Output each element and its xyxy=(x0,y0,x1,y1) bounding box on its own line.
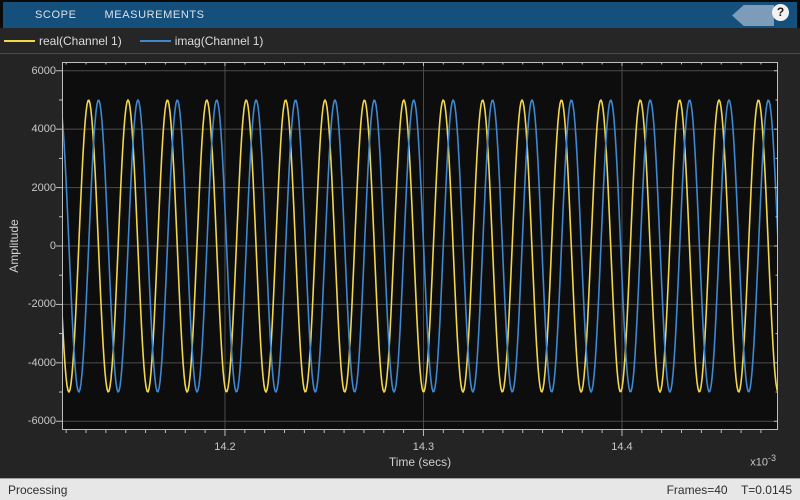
y-tick-label: -2000 xyxy=(0,297,56,311)
status-bar: Processing Frames=40 T=0.0145 xyxy=(0,478,800,500)
legend-label-real: real(Channel 1) xyxy=(39,34,122,48)
time-counter: T=0.0145 xyxy=(741,483,792,497)
y-tick-label: 0 xyxy=(0,239,56,253)
x-tick-label: 14.4 xyxy=(592,440,652,454)
legend-line-sample-real xyxy=(4,40,35,42)
x-axis-exponent-label: x10-3 xyxy=(750,453,776,469)
toolbar: SCOPE MEASUREMENTS ? xyxy=(0,0,800,28)
legend-line-sample-imag xyxy=(140,40,171,42)
y-tick-label: -4000 xyxy=(0,356,56,370)
help-arrow-shape xyxy=(732,5,774,26)
legend-item-imag[interactable]: imag(Channel 1) xyxy=(140,34,264,48)
y-tick-label: 2000 xyxy=(0,181,56,195)
y-tick-label: -6000 xyxy=(0,414,56,428)
scope-window: SCOPE MEASUREMENTS ? real(Channel 1) ima… xyxy=(0,0,800,500)
plot-area[interactable] xyxy=(62,62,778,430)
x-tick-label: 14.3 xyxy=(393,440,453,454)
legend-bar: real(Channel 1) imag(Channel 1) xyxy=(0,28,800,54)
help-icon[interactable]: ? xyxy=(772,4,789,21)
figure-area: Time (secs) Amplitude x10-3 600040002000… xyxy=(0,54,800,478)
x-tick-label: 14.2 xyxy=(195,440,255,454)
y-tick-label: 6000 xyxy=(0,64,56,78)
tab-measurements[interactable]: MEASUREMENTS xyxy=(91,2,219,28)
status-message: Processing xyxy=(8,483,67,497)
status-counters: Frames=40 T=0.0145 xyxy=(657,483,792,497)
x-axis-label: Time (secs) xyxy=(320,455,520,469)
tab-scope[interactable]: SCOPE xyxy=(21,2,91,28)
frames-counter: Frames=40 xyxy=(667,483,728,497)
toolbar-tabstrip: SCOPE MEASUREMENTS ? xyxy=(3,2,797,28)
y-tick-label: 4000 xyxy=(0,122,56,136)
legend-label-imag: imag(Channel 1) xyxy=(175,34,264,48)
legend-item-real[interactable]: real(Channel 1) xyxy=(4,34,122,48)
